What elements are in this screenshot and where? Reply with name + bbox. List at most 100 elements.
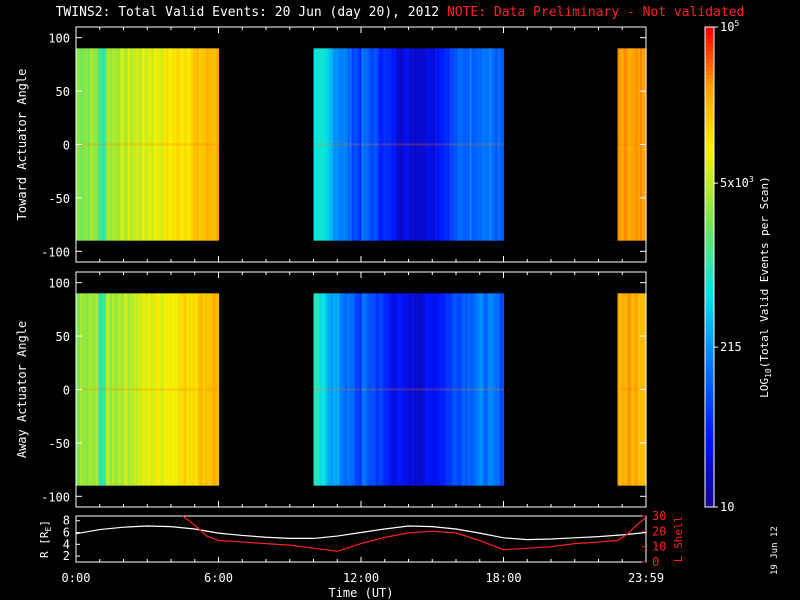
heatmap-column [407,48,411,241]
heatmap-column [397,293,401,486]
heatmap-column [323,293,327,486]
colorbar-segment [705,323,714,328]
heatmap-column [625,48,629,241]
colorbar-segment [705,231,714,236]
heatmap-column [148,48,151,241]
heatmap-column [383,293,387,486]
heatmap-column [349,293,353,486]
heatmap-column [124,293,127,486]
colorbar-segment [705,83,714,88]
heatmap-column [120,48,123,241]
heatmap-column [204,48,208,241]
heatmap-column [393,293,397,486]
heatmap-column [319,48,323,241]
colorbar-segment [705,287,714,292]
heatmap-column [327,48,331,241]
colorbar-segment [705,371,714,376]
heatmap-column [347,293,351,486]
heatmap-column [108,48,111,241]
heatmap-column [341,293,345,486]
heatmap-column [433,48,437,241]
colorbar-segment [705,267,714,272]
heatmap-column [162,293,165,486]
heatmap-column [477,48,481,241]
heatmap-column [339,293,343,486]
heatmap-column [170,48,173,241]
colorbar-segment [705,351,714,356]
heatmap-column [367,293,371,486]
colorbar-tick-label: 215 [720,340,742,354]
heatmap-column [379,48,383,241]
heatmap-column [204,293,208,486]
heatmap-column [184,48,187,241]
heatmap-column [455,48,459,241]
heatmap-column [321,48,325,241]
colorbar-segment [705,223,714,228]
heatmap-column [142,293,145,486]
heatmap-column [369,293,373,486]
heatmap-column [361,293,365,486]
heatmap-column [425,48,429,241]
y-tick-label: 50 [56,85,70,99]
heatmap-column [186,293,189,486]
heatmap-column [134,293,137,486]
heatmap-column [451,293,455,486]
heatmap-column [377,48,381,241]
heatmap-column [198,48,202,241]
colorbar-segment [705,307,714,312]
colorbar-segment [705,315,714,320]
colorbar-segment [705,151,714,156]
chart-title: TWINS2: Total Valid Events: 20 Jun (day … [0,5,800,20]
heatmap-column [337,48,341,241]
heatmap-column [637,48,641,241]
heatmap-column [178,293,181,486]
colorbar-segment [705,423,714,428]
heatmap-column [134,48,137,241]
colorbar-segment [705,431,714,436]
heatmap-column [94,48,97,241]
lshell-axis-label: L Shell [672,516,685,562]
heatmap-column [369,48,373,241]
heatmap-column [323,48,327,241]
heatmap-column [82,48,85,241]
colorbar-segment [705,119,714,124]
heatmap-column [343,48,347,241]
heatmap-column [164,293,167,486]
heatmap-column [176,293,179,486]
colorbar-segment [705,55,714,60]
colorbar-segment [705,439,714,444]
heatmap-away [76,293,647,486]
colorbar-segment [705,243,714,248]
heatmap-column [114,48,117,241]
heatmap-column [391,48,395,241]
heatmap-column [315,293,319,486]
heatmap-column [112,293,115,486]
heatmap-column [200,48,204,241]
colorbar-segment [705,239,714,244]
heatmap-column [469,48,473,241]
colorbar-segment [705,283,714,288]
colorbar-segment [705,75,714,80]
heatmap-column [86,48,89,241]
heatmap-column [481,48,485,241]
heatmap-column [401,48,405,241]
heatmap-column [453,48,457,241]
colorbar-segment [705,175,714,180]
heatmap-column [192,48,196,241]
heatmap-column [631,48,635,241]
colorbar-segment [705,311,714,316]
colorbar-segment [705,195,714,200]
heatmap-column [421,48,425,241]
lshell-tick-label: 10 [652,540,666,554]
heatmap-column [427,48,431,241]
colorbar-segment [705,63,714,68]
lshell-line [182,515,647,552]
heatmap-column [471,48,475,241]
heatmap-column [106,48,109,241]
heatmap-column [465,293,469,486]
heatmap-column [196,293,200,486]
heatmap-column [477,293,481,486]
heatmap-column [405,293,409,486]
heatmap-column [96,293,99,486]
heatmap-column [162,48,165,241]
